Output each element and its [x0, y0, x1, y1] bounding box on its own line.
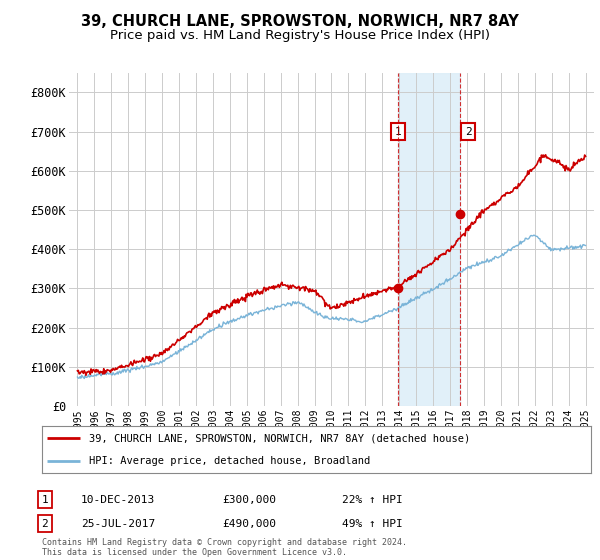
- Text: 39, CHURCH LANE, SPROWSTON, NORWICH, NR7 8AY (detached house): 39, CHURCH LANE, SPROWSTON, NORWICH, NR7…: [89, 433, 470, 444]
- Text: £300,000: £300,000: [222, 494, 276, 505]
- Bar: [398, 73, 460, 406]
- Text: 39, CHURCH LANE, SPROWSTON, NORWICH, NR7 8AY: 39, CHURCH LANE, SPROWSTON, NORWICH, NR7…: [81, 14, 519, 29]
- Text: 49% ↑ HPI: 49% ↑ HPI: [342, 519, 403, 529]
- Text: 2: 2: [465, 127, 472, 137]
- Text: 25-JUL-2017: 25-JUL-2017: [81, 519, 155, 529]
- Text: 2: 2: [41, 519, 49, 529]
- Text: Price paid vs. HM Land Registry's House Price Index (HPI): Price paid vs. HM Land Registry's House …: [110, 29, 490, 42]
- Text: HPI: Average price, detached house, Broadland: HPI: Average price, detached house, Broa…: [89, 456, 370, 466]
- Text: £490,000: £490,000: [222, 519, 276, 529]
- Text: 10-DEC-2013: 10-DEC-2013: [81, 494, 155, 505]
- Text: 1: 1: [41, 494, 49, 505]
- Text: 1: 1: [395, 127, 401, 137]
- Text: Contains HM Land Registry data © Crown copyright and database right 2024.
This d: Contains HM Land Registry data © Crown c…: [42, 538, 407, 557]
- Text: 22% ↑ HPI: 22% ↑ HPI: [342, 494, 403, 505]
